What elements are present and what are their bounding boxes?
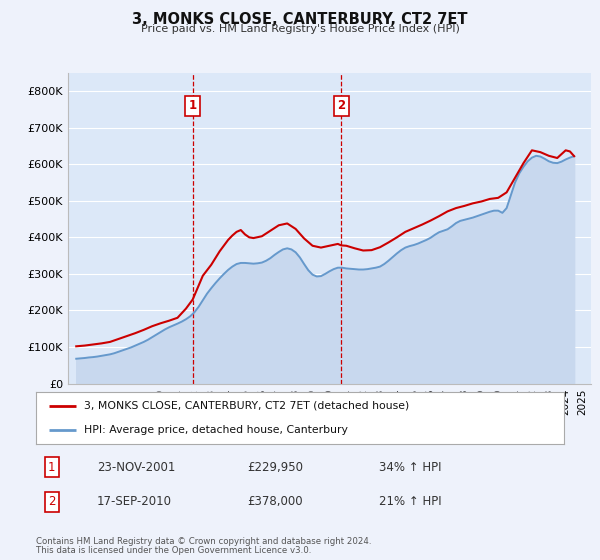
Text: Price paid vs. HM Land Registry's House Price Index (HPI): Price paid vs. HM Land Registry's House … [140, 24, 460, 34]
Text: £378,000: £378,000 [247, 495, 303, 508]
Text: This data is licensed under the Open Government Licence v3.0.: This data is licensed under the Open Gov… [36, 547, 311, 556]
Text: 1: 1 [188, 99, 197, 112]
Text: 21% ↑ HPI: 21% ↑ HPI [379, 495, 442, 508]
Text: 23-NOV-2001: 23-NOV-2001 [97, 460, 175, 474]
Text: 2: 2 [337, 99, 345, 112]
Text: 34% ↑ HPI: 34% ↑ HPI [379, 460, 442, 474]
Text: 17-SEP-2010: 17-SEP-2010 [97, 495, 172, 508]
Text: 1: 1 [48, 460, 56, 474]
Text: £229,950: £229,950 [247, 460, 303, 474]
Text: 3, MONKS CLOSE, CANTERBURY, CT2 7ET: 3, MONKS CLOSE, CANTERBURY, CT2 7ET [132, 12, 468, 27]
Text: HPI: Average price, detached house, Canterbury: HPI: Average price, detached house, Cant… [83, 424, 347, 435]
Text: Contains HM Land Registry data © Crown copyright and database right 2024.: Contains HM Land Registry data © Crown c… [36, 538, 371, 547]
Text: 3, MONKS CLOSE, CANTERBURY, CT2 7ET (detached house): 3, MONKS CLOSE, CANTERBURY, CT2 7ET (det… [83, 401, 409, 411]
Text: 2: 2 [48, 495, 56, 508]
